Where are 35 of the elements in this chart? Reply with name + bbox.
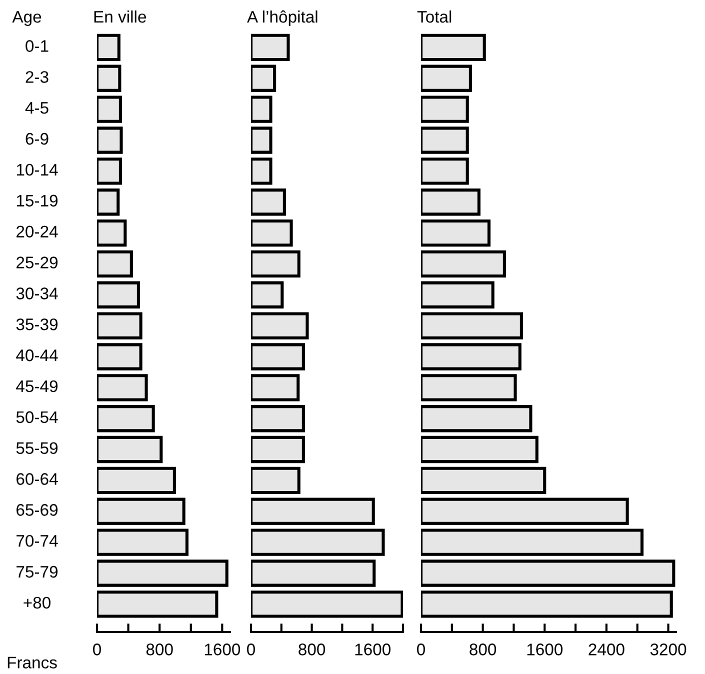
x-tick-label: 0 bbox=[93, 644, 101, 656]
y-tick-label: 35-39 bbox=[16, 318, 58, 330]
chart-title: Total bbox=[417, 10, 452, 23]
y-tick-label: 2-3 bbox=[26, 71, 48, 83]
y-tick-label: 15-19 bbox=[16, 194, 58, 207]
chart-title: En ville bbox=[94, 10, 146, 23]
y-tick-label: 50-54 bbox=[16, 411, 58, 424]
chart-title: A l’hôpital bbox=[247, 10, 318, 26]
x-tick-label: 0 bbox=[247, 644, 255, 656]
y-tick-label: 70-74 bbox=[16, 534, 58, 547]
x-axis-title: Francs bbox=[8, 656, 57, 668]
y-tick-label: 75-79 bbox=[16, 566, 58, 578]
x-tick-label: 2400 bbox=[588, 644, 624, 656]
y-tick-label: 45-49 bbox=[16, 380, 58, 392]
y-tick-label: 30-34 bbox=[16, 288, 58, 300]
x-tick-label: 800 bbox=[146, 644, 173, 656]
y-tick-label: 6-9 bbox=[26, 132, 48, 145]
y-tick-label: 65-69 bbox=[16, 504, 58, 516]
y-tick-label: 10-14 bbox=[16, 164, 58, 176]
y-tick-label: 60-64 bbox=[16, 473, 58, 485]
y-tick-label: 20-24 bbox=[16, 226, 58, 238]
y-tick-label: +80 bbox=[24, 596, 50, 609]
y-tick-label: 25-29 bbox=[16, 256, 58, 268]
x-tick-label: 0 bbox=[417, 644, 425, 656]
x-tick-label: 800 bbox=[470, 644, 496, 656]
x-tick-label: 1600 bbox=[204, 644, 240, 656]
y-tick-label: 4-5 bbox=[25, 102, 48, 114]
y-axis-title: Age bbox=[12, 11, 42, 26]
y-tick-label: 0-1 bbox=[26, 40, 48, 52]
x-tick-label: 1600 bbox=[527, 644, 563, 656]
y-tick-label: 40-44 bbox=[16, 349, 58, 362]
x-tick-label: 3200 bbox=[650, 644, 686, 656]
x-tick-label: 1600 bbox=[355, 644, 390, 656]
y-tick-label: 55-59 bbox=[16, 442, 58, 454]
x-tick-label: 800 bbox=[298, 644, 326, 656]
